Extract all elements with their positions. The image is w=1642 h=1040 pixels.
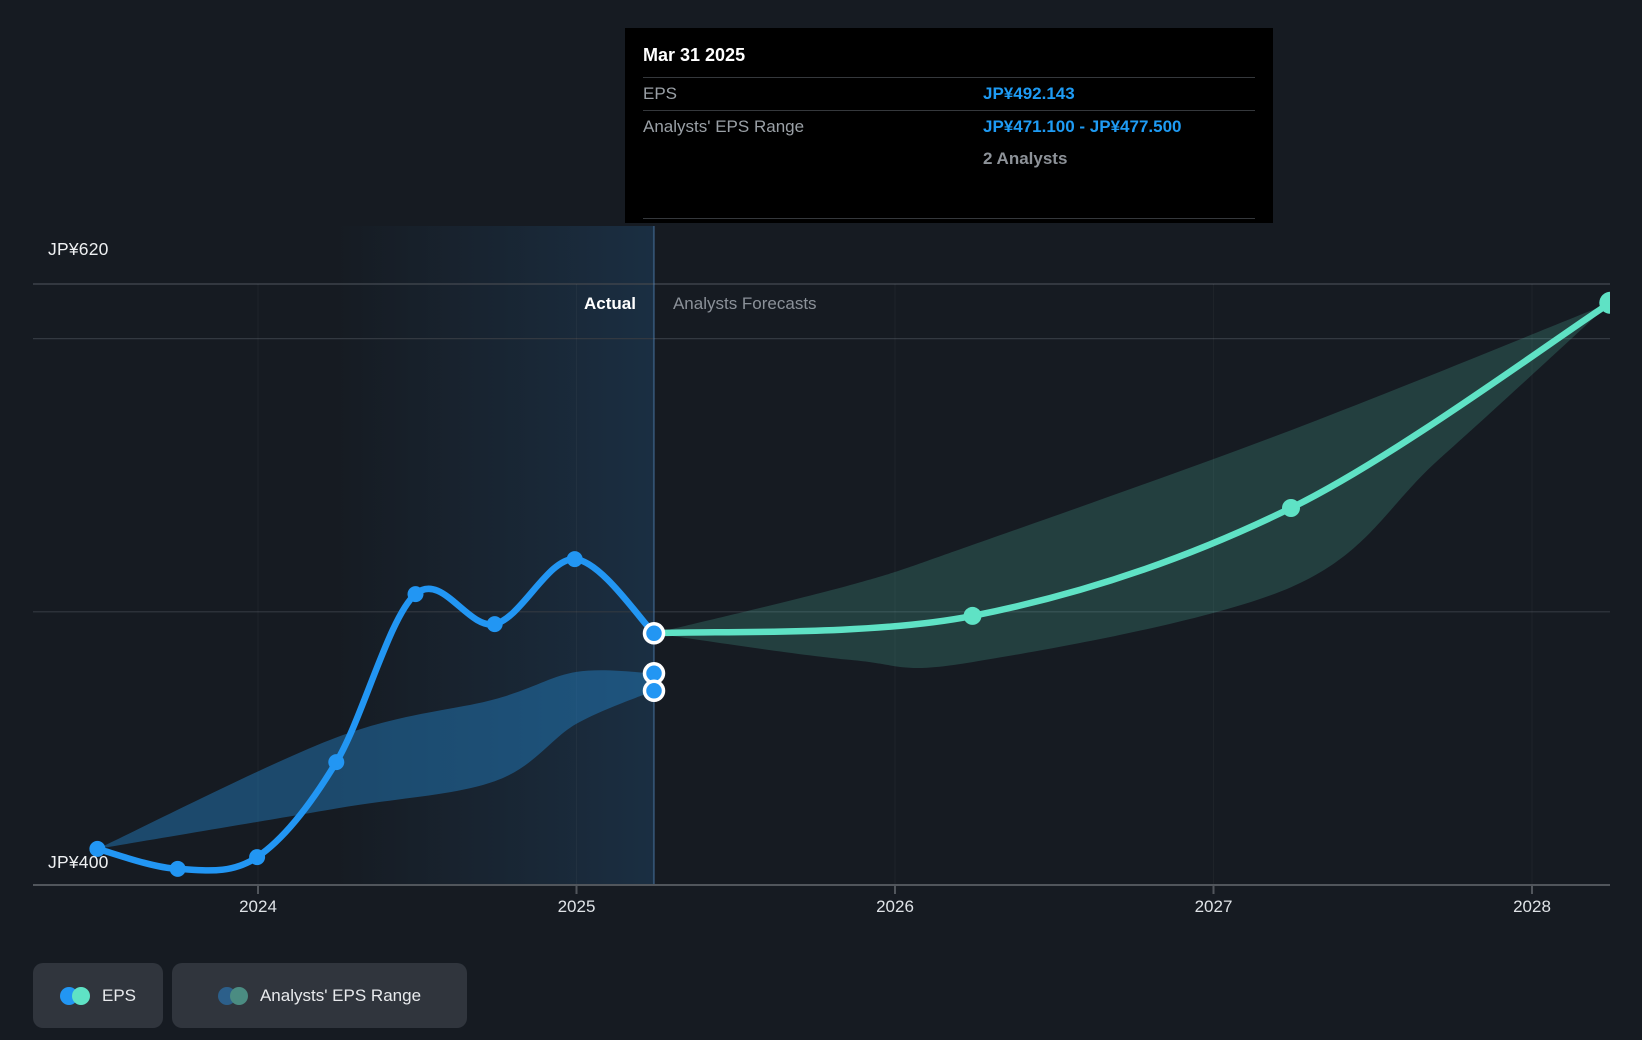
tooltip-row-range: Analysts' EPS Range JP¥471.100 - JP¥477.… (641, 111, 1257, 143)
legend-item-eps[interactable]: EPS (33, 963, 163, 1028)
eps_forecast-line[interactable] (650, 299, 1610, 637)
hover-tooltip: Mar 31 2025 EPS JP¥492.143 Analysts' EPS… (625, 28, 1273, 223)
tooltip-analysts-note: 2 Analysts (983, 149, 1068, 168)
section-label-forecasts: Analysts Forecasts (672, 294, 817, 313)
tooltip-divider (643, 110, 1255, 111)
tooltip-eps-label: EPS (643, 84, 678, 103)
tooltip-eps-value: JP¥492.143 (983, 84, 1075, 103)
eps_actual-line[interactable] (94, 555, 658, 874)
eps-point-Jun-30-2024[interactable] (407, 586, 424, 603)
forecast_range-band (654, 302, 1610, 668)
forecast-end-point[interactable] (1599, 291, 1621, 314)
tooltip-row-eps: EPS JP¥492.143 (641, 78, 1257, 110)
eps-point-Sep-30-2024[interactable] (486, 616, 503, 633)
eps-point-Dec-31-2024[interactable] (566, 551, 583, 568)
eps-point-Mar-31-2024[interactable] (328, 754, 345, 771)
forecast-point-Mar-31-2026[interactable] (963, 606, 982, 625)
eps-point-Sep-30-2023[interactable] (169, 860, 186, 877)
legend-eps-label: EPS (101, 985, 137, 1005)
eps-legend-icon (59, 986, 90, 1005)
eps-point-Dec-31-2023[interactable] (249, 849, 266, 866)
x-axis-label-2025: 2025 (557, 897, 596, 916)
eps-teal-dot-icon (71, 986, 90, 1005)
x-axis-label-2026: 2026 (876, 897, 914, 916)
tooltip-date: Mar 31 2025 (643, 45, 746, 65)
section-label-actual: Actual (583, 294, 636, 313)
range-legend-icon (217, 986, 248, 1005)
x-axis-label-2024: 2024 (239, 897, 277, 916)
tooltip-divider (643, 77, 1255, 78)
tooltip-range-value: JP¥471.100 - JP¥477.500 (983, 117, 1182, 136)
tooltip-bottom-divider (643, 218, 1255, 219)
actual_range-band (97, 670, 654, 849)
y-axis-label-bottom: JP¥400 (48, 852, 109, 872)
range-teal-dot-icon (229, 986, 248, 1005)
eps-point-Jun-30-2023[interactable] (89, 840, 106, 857)
x-axis-label-2027: 2027 (1194, 897, 1233, 916)
legend-item-analysts-eps-range[interactable]: Analysts' EPS Range (172, 963, 467, 1028)
actual-highlight-band (336, 226, 654, 885)
tooltip-row-analysts: 2 Analysts (641, 143, 1257, 175)
forecast-point-Mar-31-2027[interactable] (1282, 499, 1300, 517)
legend-range-label: Analysts' EPS Range (259, 985, 422, 1005)
eps-hover-point[interactable] (642, 622, 666, 645)
tooltip-range-label: Analysts' EPS Range (643, 117, 805, 136)
y-axis-label-top: JP¥620 (48, 239, 109, 259)
x-axis-label-2028: 2028 (1513, 897, 1551, 916)
range-low-point[interactable] (642, 679, 666, 703)
